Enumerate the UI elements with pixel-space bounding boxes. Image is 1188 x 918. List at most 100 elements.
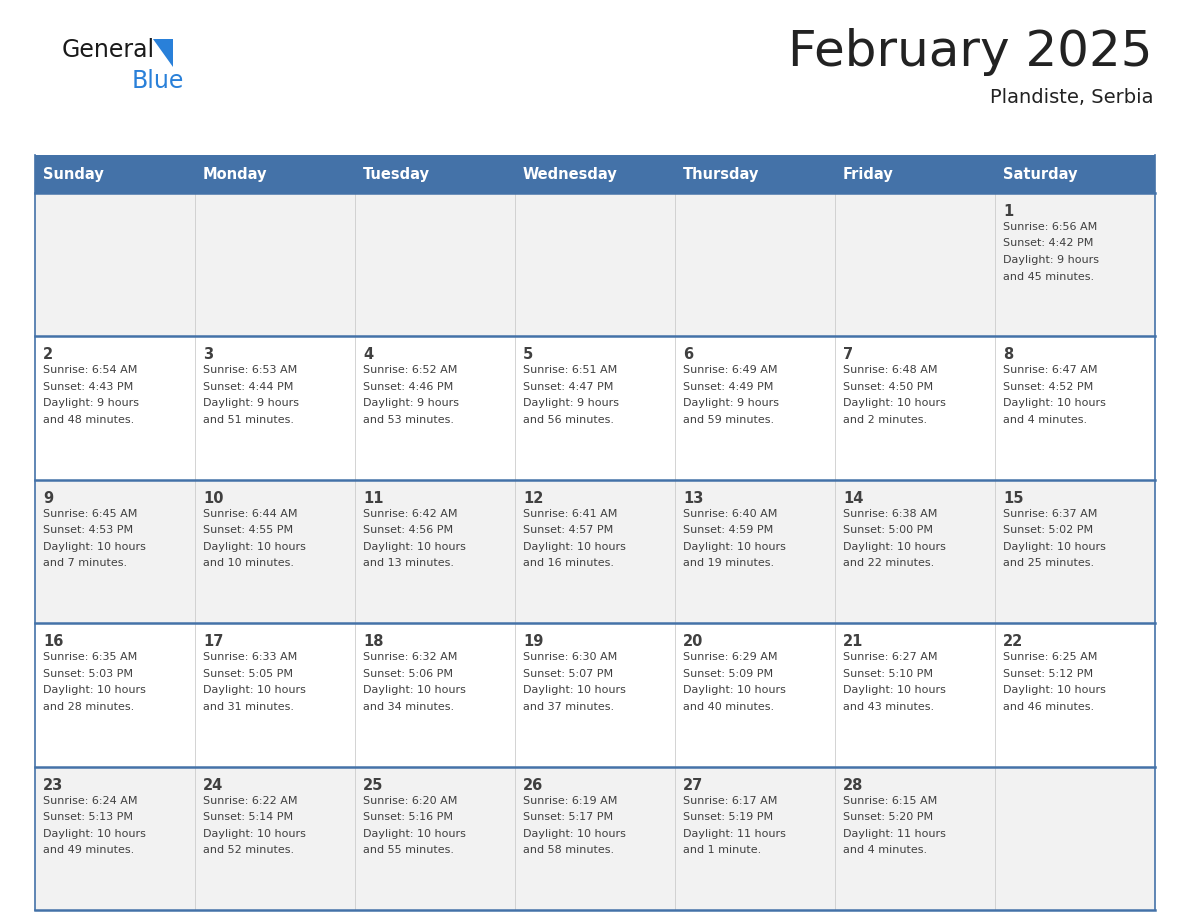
Text: Sunset: 4:44 PM: Sunset: 4:44 PM xyxy=(203,382,293,392)
Bar xyxy=(34,767,1155,910)
Text: and 45 minutes.: and 45 minutes. xyxy=(1003,272,1094,282)
Bar xyxy=(34,480,1155,623)
Text: Sunset: 4:46 PM: Sunset: 4:46 PM xyxy=(364,382,454,392)
Text: Daylight: 10 hours: Daylight: 10 hours xyxy=(523,685,626,695)
Text: 25: 25 xyxy=(364,778,384,792)
Text: Sunset: 5:05 PM: Sunset: 5:05 PM xyxy=(203,668,293,678)
Text: Sunset: 4:47 PM: Sunset: 4:47 PM xyxy=(523,382,613,392)
Bar xyxy=(675,155,835,193)
Text: Sunset: 5:14 PM: Sunset: 5:14 PM xyxy=(203,812,293,823)
Text: Sunset: 5:07 PM: Sunset: 5:07 PM xyxy=(523,668,613,678)
Text: February 2025: February 2025 xyxy=(789,28,1154,76)
Text: Sunrise: 6:24 AM: Sunrise: 6:24 AM xyxy=(43,796,138,806)
Text: 11: 11 xyxy=(364,491,384,506)
Text: Sunset: 4:43 PM: Sunset: 4:43 PM xyxy=(43,382,133,392)
Bar xyxy=(34,623,1155,767)
Text: Sunset: 4:50 PM: Sunset: 4:50 PM xyxy=(843,382,933,392)
Text: 13: 13 xyxy=(683,491,703,506)
Text: 2: 2 xyxy=(43,347,53,363)
Text: Sunrise: 6:56 AM: Sunrise: 6:56 AM xyxy=(1003,222,1098,232)
Text: and 7 minutes.: and 7 minutes. xyxy=(43,558,127,568)
Text: Sunrise: 6:32 AM: Sunrise: 6:32 AM xyxy=(364,652,457,662)
Text: Daylight: 10 hours: Daylight: 10 hours xyxy=(1003,398,1106,409)
Text: 7: 7 xyxy=(843,347,853,363)
Text: 5: 5 xyxy=(523,347,533,363)
Text: Sunrise: 6:42 AM: Sunrise: 6:42 AM xyxy=(364,509,457,519)
Text: 10: 10 xyxy=(203,491,223,506)
Text: 15: 15 xyxy=(1003,491,1024,506)
Text: Sunrise: 6:22 AM: Sunrise: 6:22 AM xyxy=(203,796,297,806)
Text: Daylight: 10 hours: Daylight: 10 hours xyxy=(1003,542,1106,552)
Text: Daylight: 10 hours: Daylight: 10 hours xyxy=(1003,685,1106,695)
Text: and 37 minutes.: and 37 minutes. xyxy=(523,701,614,711)
Text: Sunset: 5:20 PM: Sunset: 5:20 PM xyxy=(843,812,933,823)
Bar xyxy=(996,155,1155,193)
Text: 14: 14 xyxy=(843,491,864,506)
Text: Daylight: 9 hours: Daylight: 9 hours xyxy=(523,398,619,409)
Text: Thursday: Thursday xyxy=(683,166,759,182)
Text: Daylight: 10 hours: Daylight: 10 hours xyxy=(843,542,946,552)
Text: Sunrise: 6:33 AM: Sunrise: 6:33 AM xyxy=(203,652,297,662)
Text: Monday: Monday xyxy=(203,166,267,182)
Text: Sunrise: 6:29 AM: Sunrise: 6:29 AM xyxy=(683,652,777,662)
Text: Sunrise: 6:25 AM: Sunrise: 6:25 AM xyxy=(1003,652,1098,662)
Text: Sunset: 4:52 PM: Sunset: 4:52 PM xyxy=(1003,382,1093,392)
Text: and 4 minutes.: and 4 minutes. xyxy=(1003,415,1087,425)
Text: Daylight: 10 hours: Daylight: 10 hours xyxy=(364,829,466,839)
Text: and 28 minutes.: and 28 minutes. xyxy=(43,701,134,711)
Text: Sunset: 5:02 PM: Sunset: 5:02 PM xyxy=(1003,525,1093,535)
Text: and 2 minutes.: and 2 minutes. xyxy=(843,415,927,425)
Text: Sunrise: 6:15 AM: Sunrise: 6:15 AM xyxy=(843,796,937,806)
Text: 3: 3 xyxy=(203,347,213,363)
Text: 18: 18 xyxy=(364,634,384,649)
Text: and 16 minutes.: and 16 minutes. xyxy=(523,558,614,568)
Text: Friday: Friday xyxy=(843,166,893,182)
Text: Daylight: 11 hours: Daylight: 11 hours xyxy=(843,829,946,839)
Text: Wednesday: Wednesday xyxy=(523,166,618,182)
Text: Saturday: Saturday xyxy=(1003,166,1078,182)
Text: 26: 26 xyxy=(523,778,543,792)
Bar xyxy=(516,155,675,193)
Text: Sunset: 4:56 PM: Sunset: 4:56 PM xyxy=(364,525,453,535)
Text: Sunrise: 6:52 AM: Sunrise: 6:52 AM xyxy=(364,365,457,375)
Text: Sunrise: 6:27 AM: Sunrise: 6:27 AM xyxy=(843,652,937,662)
Text: General: General xyxy=(62,38,156,62)
Text: Daylight: 9 hours: Daylight: 9 hours xyxy=(683,398,779,409)
Text: Sunset: 4:57 PM: Sunset: 4:57 PM xyxy=(523,525,613,535)
Text: 28: 28 xyxy=(843,778,864,792)
Text: and 19 minutes.: and 19 minutes. xyxy=(683,558,775,568)
Text: Sunrise: 6:53 AM: Sunrise: 6:53 AM xyxy=(203,365,297,375)
Text: 4: 4 xyxy=(364,347,373,363)
Text: 19: 19 xyxy=(523,634,543,649)
Text: Sunset: 5:00 PM: Sunset: 5:00 PM xyxy=(843,525,933,535)
Text: Daylight: 10 hours: Daylight: 10 hours xyxy=(683,685,786,695)
Text: and 1 minute.: and 1 minute. xyxy=(683,845,762,855)
Bar xyxy=(835,155,996,193)
Text: Sunrise: 6:37 AM: Sunrise: 6:37 AM xyxy=(1003,509,1098,519)
Text: 8: 8 xyxy=(1003,347,1013,363)
Text: 9: 9 xyxy=(43,491,53,506)
Text: and 48 minutes.: and 48 minutes. xyxy=(43,415,134,425)
Text: Daylight: 10 hours: Daylight: 10 hours xyxy=(364,542,466,552)
Text: Daylight: 10 hours: Daylight: 10 hours xyxy=(43,685,146,695)
Text: Sunset: 4:53 PM: Sunset: 4:53 PM xyxy=(43,525,133,535)
Text: Daylight: 9 hours: Daylight: 9 hours xyxy=(203,398,299,409)
Text: Sunset: 5:03 PM: Sunset: 5:03 PM xyxy=(43,668,133,678)
Text: and 43 minutes.: and 43 minutes. xyxy=(843,701,934,711)
Text: Sunrise: 6:54 AM: Sunrise: 6:54 AM xyxy=(43,365,138,375)
Text: and 56 minutes.: and 56 minutes. xyxy=(523,415,614,425)
Text: Daylight: 11 hours: Daylight: 11 hours xyxy=(683,829,786,839)
Text: Plandiste, Serbia: Plandiste, Serbia xyxy=(990,88,1154,107)
Text: Daylight: 10 hours: Daylight: 10 hours xyxy=(523,829,626,839)
Bar xyxy=(355,155,516,193)
Bar xyxy=(195,155,355,193)
Polygon shape xyxy=(153,39,173,67)
Text: Sunset: 5:13 PM: Sunset: 5:13 PM xyxy=(43,812,133,823)
Text: Daylight: 9 hours: Daylight: 9 hours xyxy=(1003,255,1099,265)
Text: Sunrise: 6:38 AM: Sunrise: 6:38 AM xyxy=(843,509,937,519)
Text: and 52 minutes.: and 52 minutes. xyxy=(203,845,295,855)
Text: Sunset: 5:17 PM: Sunset: 5:17 PM xyxy=(523,812,613,823)
Text: and 34 minutes.: and 34 minutes. xyxy=(364,701,454,711)
Text: and 31 minutes.: and 31 minutes. xyxy=(203,701,293,711)
Text: Sunrise: 6:49 AM: Sunrise: 6:49 AM xyxy=(683,365,777,375)
